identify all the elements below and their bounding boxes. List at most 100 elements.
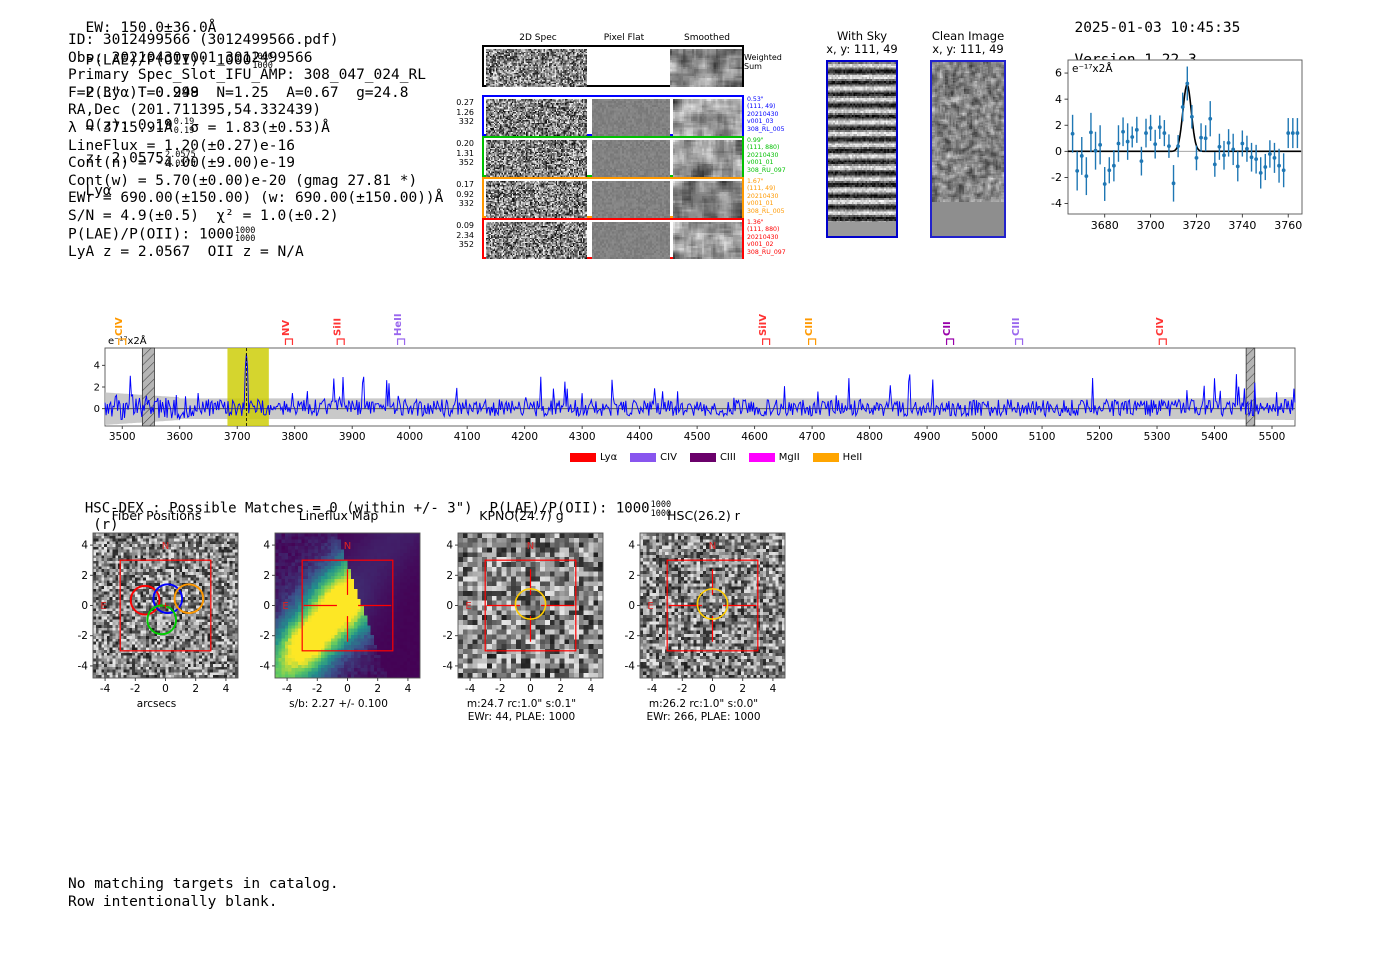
center-marker: + xyxy=(162,602,170,612)
y-tick-label: -2 xyxy=(260,630,270,642)
info-plae-line: P(LAE)/P(OII): 10001000 1000 xyxy=(68,226,443,244)
x-tick-label: 5400 xyxy=(1201,431,1228,443)
aperture-circle xyxy=(696,588,729,620)
compass-east-label: E xyxy=(647,601,653,612)
x-tick-label: 2 xyxy=(739,683,746,695)
spec2d-left-values: 0.27 1.26 332 xyxy=(448,98,474,127)
info-plae-fraction: 1000 1000 xyxy=(234,225,256,245)
legend-swatch xyxy=(689,453,716,462)
spec2d-right-value: 308_RU_097 xyxy=(747,166,786,174)
x-tick-label: 3600 xyxy=(166,431,193,443)
y-tick-label: -4 xyxy=(1051,197,1062,210)
header-plae-label: P(LAE)/P(OII): 1000 xyxy=(85,52,252,69)
y-tick-label: 2 xyxy=(1055,119,1062,132)
spec2d-right-values: 0.53" (111, 49) 20210430 v001_03 308_RL_005 xyxy=(747,96,793,133)
spec2d-column-header: Pixel Flat xyxy=(603,33,645,43)
x-tick-label: 4700 xyxy=(799,431,826,443)
header-plae-fraction: 1000 1000 xyxy=(252,52,273,71)
spec2d-right-value: 308_RL_005 xyxy=(747,207,785,215)
spec2d-right-values: 1.67" (111, 49) 20210430 v001_01 308_RL_005 xyxy=(747,178,793,215)
spec2d-left-value: 352 xyxy=(458,240,474,249)
emission-line-label: CIV xyxy=(1155,317,1166,336)
y-tick-label: -4 xyxy=(625,660,636,672)
x-tick-label: -4 xyxy=(100,683,111,695)
cutout-caption: s/b: 2.27 +/- 0.100 xyxy=(245,698,432,711)
x-tick-label: 3900 xyxy=(339,431,366,443)
spec2d-left-value: 0.17 xyxy=(456,180,474,189)
x-tick-label: 5300 xyxy=(1144,431,1171,443)
footer-note: No matching targets in catalog. Row inte… xyxy=(68,875,339,911)
y-tick-label: -2 xyxy=(78,630,88,642)
x-tick-label: 3700 xyxy=(224,431,251,443)
y-tick-label: 0 xyxy=(263,600,270,612)
spec2d-left-value: 1.31 xyxy=(456,148,474,158)
spec2d-right-value: (111, 49) xyxy=(747,185,776,193)
spec2d-right-values: 0.99" (111, 880) 20210430 v001_01 308_RU_097 xyxy=(747,137,793,174)
cutout-caption-line: m:24.7 rc:1.0" s:0.1" xyxy=(466,698,577,710)
cutout-image xyxy=(458,533,603,678)
legend-label: Lyα xyxy=(600,452,618,463)
emission-line-bracket xyxy=(284,338,294,345)
data-points xyxy=(1070,66,1300,202)
spec2d-row xyxy=(482,95,744,136)
y-tick-label: 4 xyxy=(628,540,635,552)
header-line-name: Lyα xyxy=(85,183,112,199)
y-tick-label: -2 xyxy=(625,630,635,642)
spec2d-right-value: (111, 880) xyxy=(747,226,780,234)
legend-item: MgII xyxy=(748,452,800,463)
x-tick-label: -4 xyxy=(282,683,293,695)
emission-line-bracket xyxy=(118,338,127,345)
cutout-caption-line: m:26.2 rc:1.0" s:0.0" xyxy=(648,698,759,710)
y-tick-label: -2 xyxy=(1051,171,1062,184)
emission-line-label: NV xyxy=(281,320,292,336)
compass-east-label: E xyxy=(465,601,471,612)
x-tick-label: -2 xyxy=(130,683,140,695)
info-line: RA,Dec (201.711395,54.332439) xyxy=(68,102,322,119)
y-tick-label: 0 xyxy=(446,600,453,612)
clean-image xyxy=(932,62,1004,202)
x-tick-label: 3760 xyxy=(1274,219,1302,232)
thumbnail-title: With Sky xyxy=(836,29,888,43)
x-tick-label: -2 xyxy=(677,683,687,695)
info-plae-prefix: P(LAE)/P(OII): 1000 xyxy=(68,226,234,243)
spec2d-right-value: (111, 880) xyxy=(747,144,780,152)
spec2d-pixelflat xyxy=(592,140,670,177)
x-tick-label: -4 xyxy=(465,683,476,695)
emission-line-zoom-svg: -4 -2 0 2 4 6 3680 3700 3720 3740 3760 e⁻¹⁷x2Å xyxy=(1051,59,1303,232)
y-tick-label: 4 xyxy=(94,361,100,372)
y-tick-label: 0 xyxy=(1055,145,1062,158)
spec2d-raw xyxy=(486,222,587,259)
cutout-svg: N E -4 -4 -2 -2 0 0 2 2 4 4 xyxy=(443,532,604,695)
cutout-svg: N E -4 -4 -2 -2 0 0 2 2 4 4 xyxy=(625,532,786,695)
emission-line-label: SiIV xyxy=(758,314,769,336)
x-tick-label: -2 xyxy=(495,683,505,695)
x-tick-label: 4 xyxy=(770,683,777,695)
spec2d-right-value: 1.36" xyxy=(747,219,764,226)
spec2d-right-value: 20210430 xyxy=(747,110,779,118)
x-tick-label: -2 xyxy=(312,683,322,695)
info-line: S/N = 4.9(±0.5) χ² = 1.0(±0.2) xyxy=(68,207,339,224)
spec2d-raw xyxy=(486,181,587,218)
info-redshifts: LyA z = 2.0567 OII z = N/A xyxy=(68,243,304,260)
fiber-circle xyxy=(152,583,184,615)
cutout-caption-line: EWr: 44, PLAE: 1000 xyxy=(467,711,576,723)
spec2d-right-value: v001_03 xyxy=(747,118,774,126)
y-tick-label: 0 xyxy=(628,600,635,612)
x-tick-label: 0 xyxy=(344,683,351,695)
target-crosshair xyxy=(303,569,392,642)
y-tick-label: 2 xyxy=(81,570,88,582)
info-line: Cont(n) = -4.00(±9.00)e-19 xyxy=(68,155,295,172)
y-tick-label: 4 xyxy=(446,540,453,552)
compass-east-label: E xyxy=(282,601,288,612)
legend-label: CIV xyxy=(660,452,677,463)
y-tick-label: -4 xyxy=(260,660,271,672)
emission-line-bracket xyxy=(762,338,771,345)
spec2d-left-value: 0.20 xyxy=(456,139,474,148)
x-tick-label: 2 xyxy=(557,683,564,695)
emission-line-bracket xyxy=(396,338,406,345)
compass-north-label: N xyxy=(344,541,351,552)
x-tick-label: 3740 xyxy=(1228,219,1256,232)
legend-label: CIII xyxy=(719,452,736,463)
emission-line-bracket xyxy=(336,338,345,345)
hscdex-match-line: HSC-DEX : Possible Matches = 0 (within +… xyxy=(68,484,671,534)
